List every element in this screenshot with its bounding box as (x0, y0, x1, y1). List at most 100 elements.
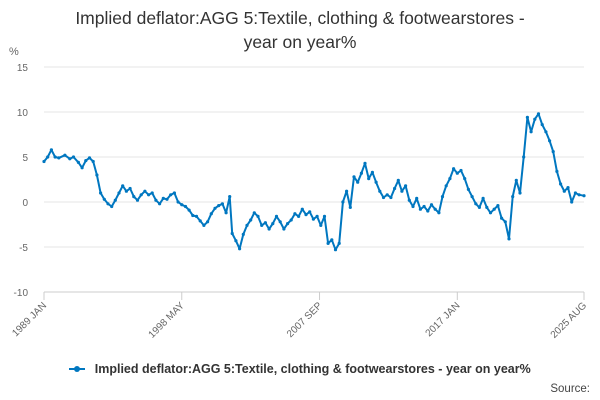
data-point (474, 202, 478, 206)
data-point (341, 200, 345, 204)
data-point (132, 195, 136, 199)
data-point (176, 200, 180, 204)
data-point (529, 130, 533, 134)
data-point (228, 195, 232, 199)
data-point (206, 220, 210, 224)
data-point (194, 214, 199, 218)
y-tick-label: -10 (14, 288, 29, 299)
data-point (80, 166, 84, 170)
data-point (333, 248, 338, 252)
data-point (260, 223, 264, 227)
data-point (548, 139, 552, 143)
data-point (488, 211, 493, 215)
data-point (440, 195, 445, 199)
chart-title: Implied deflator:AGG 5:Textile, clothing… (0, 6, 600, 54)
data-point (117, 191, 121, 195)
data-point (503, 220, 507, 224)
data-point (540, 123, 544, 127)
data-point (525, 115, 530, 119)
data-point (348, 205, 352, 209)
data-point (359, 171, 363, 175)
y-axis: 15 10 5 0 -5 -10 (14, 63, 29, 299)
data-point (330, 238, 334, 242)
data-point (433, 207, 437, 211)
data-point (415, 196, 419, 200)
data-point (249, 218, 253, 222)
data-point (87, 156, 92, 160)
data-point (496, 204, 500, 208)
y-tick-label: 10 (17, 108, 29, 119)
data-point (42, 159, 46, 164)
data-point (426, 209, 430, 213)
data-point (322, 214, 327, 218)
data-point (191, 213, 195, 218)
data-point (165, 197, 169, 201)
data-point (315, 214, 319, 218)
data-point (198, 219, 202, 223)
data-point (278, 220, 282, 224)
legend[interactable]: Implied deflator:AGG 5:Textile, clothing… (0, 362, 600, 376)
data-point (500, 216, 504, 220)
data-point (536, 112, 541, 116)
data-point (91, 159, 95, 164)
data-point (559, 182, 563, 186)
data-point (437, 211, 441, 215)
data-point (311, 217, 315, 221)
data-point (429, 203, 434, 207)
data-point (459, 168, 463, 173)
data-point (297, 214, 301, 218)
data-point (518, 191, 522, 195)
data-point (99, 191, 103, 195)
data-point (143, 189, 147, 193)
x-tick-label: 1989 JAN (10, 300, 49, 339)
data-point (183, 204, 188, 209)
data-point (158, 202, 162, 206)
data-point (230, 231, 234, 236)
data-point (76, 160, 80, 164)
data-point (234, 239, 238, 243)
data-point (363, 161, 367, 165)
data-point (566, 186, 570, 190)
data-point (128, 186, 132, 191)
data-point (422, 204, 426, 209)
data-point (68, 157, 72, 161)
data-point (286, 222, 290, 226)
data-point (326, 241, 330, 245)
y-tick-label: 5 (22, 153, 28, 164)
data-point (555, 169, 559, 173)
data-point (63, 153, 67, 157)
data-point (121, 184, 125, 188)
data-point (367, 177, 371, 181)
series-line (43, 112, 585, 251)
data-point (169, 193, 173, 197)
data-point (220, 202, 224, 206)
data-point (485, 205, 489, 209)
data-point (356, 180, 360, 184)
data-point (319, 223, 323, 227)
data-point (477, 205, 481, 209)
data-point (573, 191, 578, 195)
data-point (124, 189, 128, 193)
data-point (514, 178, 518, 182)
data-point (370, 170, 374, 174)
data-point (400, 189, 404, 193)
y-axis-unit-label: % (9, 46, 19, 58)
data-point (551, 150, 555, 154)
data-point (135, 198, 140, 202)
data-point (337, 241, 341, 245)
data-point (293, 212, 297, 216)
y-tick-label: -5 (19, 243, 28, 254)
data-point (147, 193, 151, 197)
series-group (42, 112, 586, 252)
data-point (84, 159, 88, 163)
data-point (245, 223, 249, 227)
x-tick-label: 1998 MAY (147, 300, 188, 341)
source-label: Source: (550, 383, 590, 395)
data-point (238, 247, 242, 251)
data-point (562, 189, 566, 193)
data-point (507, 237, 511, 241)
data-point (466, 187, 470, 191)
data-point (213, 206, 217, 210)
data-point (411, 204, 415, 209)
